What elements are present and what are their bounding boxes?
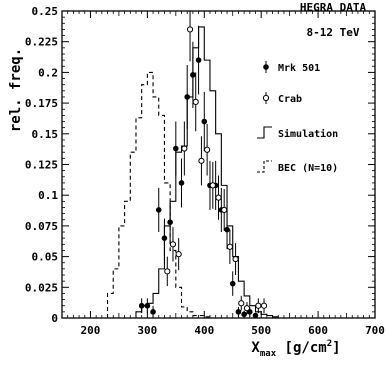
x-tick-label: 500	[251, 324, 271, 337]
series-crab-point	[169, 241, 177, 248]
legend-crab-marker	[262, 94, 270, 102]
legend-layer: HEGRA DATA 8-12 TeV Mrk 501 Crab Simulation B…	[257, 1, 366, 174]
series-crab-point	[243, 305, 251, 312]
x-axis-label-main: X	[251, 340, 260, 356]
series-crab-point	[215, 194, 222, 201]
series-crab-point	[181, 145, 188, 152]
legend-crab-label: Crab	[278, 94, 302, 105]
series-crab-point	[238, 300, 245, 307]
legend-mrk-501-marker	[263, 64, 269, 70]
x-axis-label-unit-close: ]	[332, 340, 340, 356]
series-crab-point	[164, 268, 171, 275]
series-crab-point	[192, 98, 199, 105]
series-mrk-501-point	[224, 226, 230, 233]
series-crab-point	[198, 157, 205, 164]
series-crab-point	[260, 302, 268, 309]
series-mrk-501-point	[235, 309, 242, 315]
y-tick-label: 0.25	[32, 5, 59, 18]
y-tick-label: 0.025	[25, 281, 58, 294]
series-crab-point	[186, 26, 194, 33]
legend-bec-n-10-label: BEC (N=10)	[278, 163, 338, 174]
x-axis-label: Xmax [g/cm2]	[251, 339, 340, 359]
x-tick-label: 200	[81, 324, 101, 337]
series-mrk-501-point	[150, 309, 156, 315]
series-crab-point	[221, 206, 228, 214]
series-crab-point	[255, 302, 262, 309]
series-mrk-501-point	[178, 180, 185, 186]
legend-mrk-501-label: Mrk 501	[278, 63, 320, 74]
series-crab-point	[175, 251, 182, 258]
series-crab-point	[232, 255, 239, 263]
x-tick-label: 700	[365, 324, 385, 337]
series-mrk-501-point	[252, 312, 259, 319]
y-tick-label: 0.05	[32, 251, 59, 264]
series-mrk-501-point	[229, 280, 236, 287]
y-tick-label: 0.075	[25, 220, 58, 233]
axes-layer: 200 300 400 500 600 700 0 0.025 0.05 0.075 0.1 0.12…	[25, 5, 385, 337]
y-tick-label: 0.1	[38, 189, 58, 202]
x-axis-label-subscript: max	[260, 349, 277, 359]
x-axis-label-superscript: 2	[327, 339, 332, 349]
series-mrk-501-point	[195, 57, 202, 63]
y-tick-label: 0.175	[25, 97, 58, 110]
series-crab-point	[204, 146, 211, 153]
series-mrk-501-point	[173, 145, 179, 152]
x-tick-label: 300	[137, 324, 157, 337]
series-mrk-501-point	[201, 118, 208, 125]
chart-title: HEGRA DATA	[300, 1, 367, 14]
legend-bec-n-10-line	[257, 160, 272, 173]
series-bec-n-10-histogram	[106, 71, 290, 319]
y-tick-label: 0.125	[25, 159, 58, 172]
legend-simulation-label: Simulation	[278, 128, 338, 140]
series-crab-point	[226, 243, 233, 250]
x-tick-label: 400	[194, 324, 214, 337]
y-tick-label: 0	[51, 312, 58, 325]
series-crab-point	[209, 182, 216, 189]
y-tick-label: 0.15	[32, 128, 59, 141]
x-tick-label: 600	[308, 324, 328, 337]
y-tick-label: 0.2	[38, 66, 58, 79]
series-simulation-histogram	[107, 26, 290, 319]
y-axis-label: rel. freq.	[8, 48, 24, 132]
label-layer: rel. freq. Xmax [g/cm2]	[8, 48, 341, 359]
series-layer	[106, 11, 290, 319]
series-mrk-501-point	[155, 207, 162, 213]
chart-subtitle: 8-12 TeV	[307, 26, 360, 39]
x-axis-label-unit: [g/cm	[276, 340, 327, 356]
legend-simulation-line	[257, 126, 272, 139]
y-tick-label: 0.225	[25, 36, 58, 49]
series-mrk-501-point	[241, 311, 247, 318]
